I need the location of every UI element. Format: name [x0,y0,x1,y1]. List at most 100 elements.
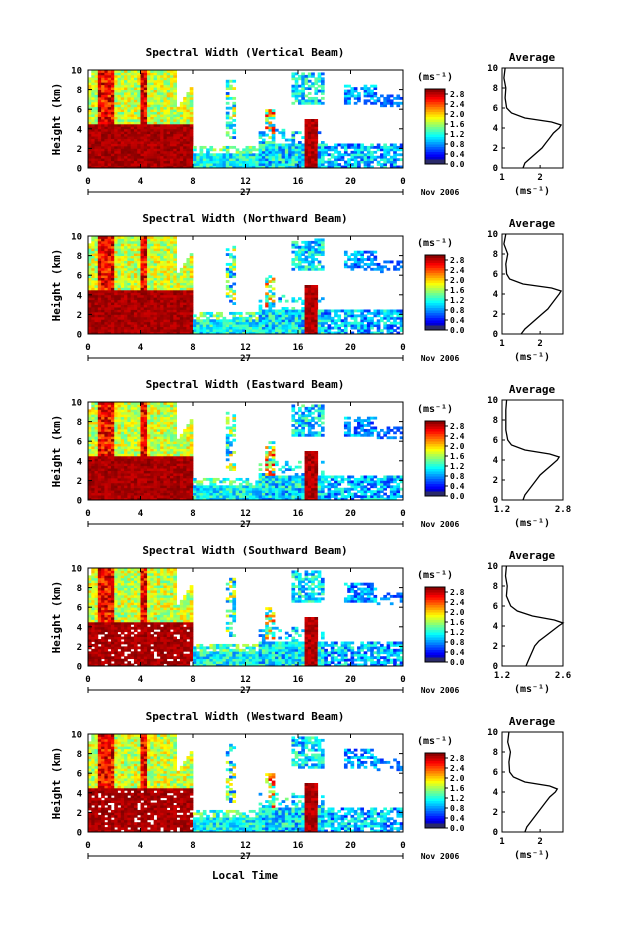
colorbar-tick-label: 1.6 [450,286,465,295]
heatmap-cell [153,258,158,261]
heatmap-cell [147,94,151,98]
heatmap-cell [114,428,118,432]
heatmap-cell [91,458,95,462]
heatmap-cell [291,299,296,303]
heatmap-cell [268,294,273,298]
heatmap-cell [383,260,387,264]
heatmap-cell [376,324,381,328]
heatmap-cell [104,114,109,117]
heatmap-cell [314,326,319,330]
heatmap-cell [186,106,191,110]
heatmap-cell [114,455,118,459]
heatmap-cell [183,133,187,137]
heatmap-cell [94,89,99,93]
heatmap-cell [107,280,112,283]
heatmap-cell [284,155,289,159]
heatmap-cell [271,292,276,296]
heatmap-cell [183,285,187,288]
heatmap-cell [284,145,289,149]
heatmap-cell [97,104,102,108]
heatmap-cell [189,136,194,139]
heatmap-cell [133,326,138,330]
heatmap-cell [311,287,315,291]
heatmap-cell [383,158,387,162]
heatmap-cell [163,302,168,305]
heatmap-cell [219,155,223,159]
heatmap-cell [133,311,138,315]
heatmap-cell [94,123,99,127]
heatmap-cell [235,331,240,335]
heatmap-cell [366,99,371,103]
heatmap-cell [311,123,315,127]
heatmap-cell [137,155,141,159]
heatmap-cell [376,319,381,323]
heatmap-cell [130,238,135,242]
heatmap-cell [320,96,325,100]
heatmap-cell [147,123,151,127]
heatmap-cell [170,165,174,169]
heatmap-cell [140,316,145,320]
heatmap-cell [258,141,263,144]
y-tick-label: 6 [77,272,82,282]
heatmap-cell [166,277,171,281]
heatmap-cell [94,426,99,430]
heatmap-cell [104,416,109,420]
heatmap-cell [124,109,128,113]
heatmap-cell [147,79,151,83]
heatmap-cell [130,438,135,442]
heatmap-cell [127,70,132,73]
heatmap-cell [117,87,122,90]
heatmap-cell [140,89,145,93]
heatmap-cell [120,255,125,259]
heatmap-cell [97,280,102,283]
heatmap-cell [232,262,237,266]
heatmap-cell [160,255,164,259]
heatmap-cell [94,321,99,325]
heatmap-cell [104,165,109,169]
heatmap-cell [311,258,315,261]
heatmap-cell [97,468,102,471]
heatmap-cell [101,324,105,328]
heatmap-cell [110,163,115,166]
heatmap-cell [353,253,358,256]
heatmap-cell [314,89,319,93]
heatmap-cell [327,319,332,323]
heatmap-cell [248,158,253,162]
heatmap-cell [206,319,210,323]
day-label: 27 [240,354,251,364]
heatmap-cell [268,155,273,159]
heatmap-cell [97,329,102,332]
heatmap-cell [114,92,118,95]
heatmap-cell [140,262,145,266]
heatmap-cell [114,426,118,430]
heatmap-cell [317,321,322,325]
heatmap-cell [117,409,122,413]
heatmap-cell [173,123,177,127]
heatmap-cell [160,299,164,303]
heatmap-cell [150,240,155,244]
heatmap-cell [156,309,161,313]
heatmap-cell [324,331,328,335]
heatmap-cell [101,260,105,264]
heatmap-cell [298,253,302,256]
heatmap-cell [120,99,125,103]
heatmap-cell [143,119,148,122]
heatmap-cell [314,141,319,144]
heatmap-cell [343,160,348,164]
heatmap-cell [130,431,135,435]
heatmap-cell [225,114,230,117]
heatmap-cell [107,116,112,120]
heatmap-cell [140,243,145,247]
heatmap-cell [101,480,105,484]
heatmap-cell [160,238,164,242]
heatmap-cell [193,153,197,157]
heatmap-cell [186,270,191,274]
heatmap-cell [153,292,158,296]
heatmap-cell [127,101,132,105]
heatmap-cell [114,285,118,288]
heatmap-cell [94,96,99,100]
heatmap-cell [107,460,112,464]
heatmap-cell [258,155,263,159]
heatmap-cell [199,158,204,162]
heatmap-cell [173,236,177,239]
